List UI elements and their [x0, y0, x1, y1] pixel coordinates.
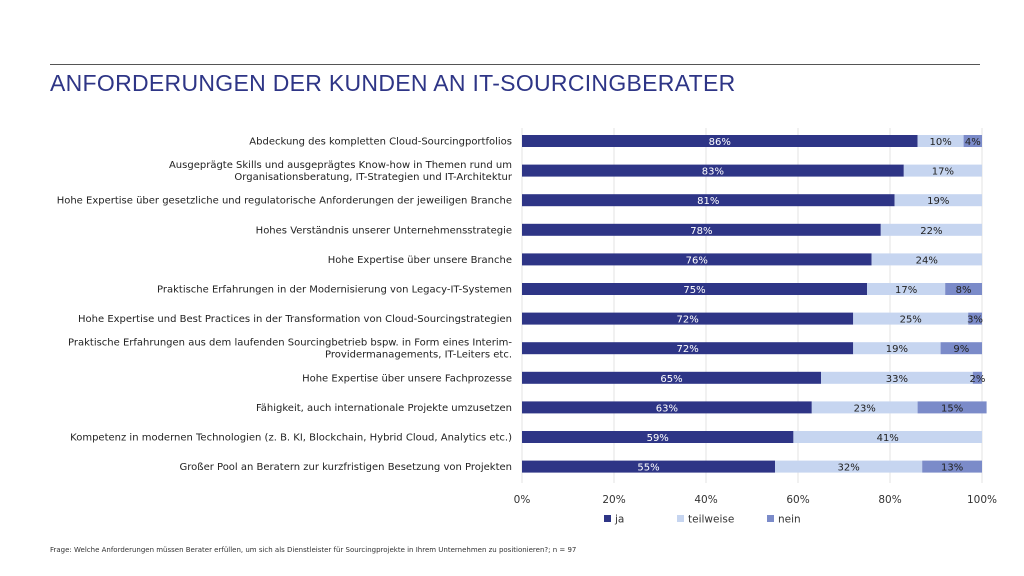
- data-label: 17%: [932, 167, 954, 178]
- category-label: Hohe Expertise und Best Practices in der…: [78, 314, 512, 325]
- bar-segment-teilweise: [880, 223, 982, 236]
- category-label: Hohe Expertise über unsere Branche: [328, 255, 512, 266]
- x-tick-label: 100%: [967, 494, 997, 506]
- category-label: Großer Pool an Beratern zur kurzfristige…: [180, 462, 512, 473]
- data-label: 19%: [927, 196, 949, 207]
- category-label: Hohe Expertise über gesetzliche und regu…: [57, 196, 512, 207]
- bar-segment-teilweise: [867, 283, 946, 295]
- bar-segment-teilweise: [903, 164, 982, 177]
- data-label: 10%: [929, 137, 951, 148]
- legend-label: teilweise: [688, 514, 734, 526]
- legend-label: nein: [778, 514, 801, 526]
- x-tick-label: 40%: [694, 494, 717, 506]
- category-label: Abdeckung des kompletten Cloud-Sourcingp…: [249, 137, 512, 148]
- bar-segment-nein: [972, 371, 982, 384]
- x-tick-label: 0%: [514, 494, 531, 506]
- x-tick-label: 20%: [602, 494, 625, 506]
- data-label: 25%: [900, 315, 922, 326]
- data-label: 81%: [697, 196, 719, 207]
- bar-segment-nein: [922, 460, 982, 473]
- bar-segment-teilweise: [853, 312, 969, 325]
- data-label: 13%: [941, 463, 963, 474]
- bar-segment-teilweise: [871, 253, 982, 266]
- legend-swatch-teilweise: [677, 515, 684, 522]
- bar-segment-nein: [963, 135, 982, 147]
- data-label: 8%: [956, 285, 972, 296]
- category-label: Hohe Expertise über unsere Fachprozesse: [302, 373, 512, 384]
- bar-segment-teilweise: [811, 401, 918, 414]
- data-label: 75%: [683, 285, 705, 296]
- bar-segment-ja: [522, 460, 775, 473]
- bar-segment-teilweise: [793, 431, 982, 443]
- bar-segment-teilweise: [853, 342, 941, 355]
- data-label: 72%: [676, 344, 698, 355]
- category-label: Organisationsberatung, IT-Strategien und…: [234, 172, 512, 183]
- bar-segment-teilweise: [917, 135, 964, 147]
- data-label: 78%: [690, 226, 712, 237]
- data-label: 33%: [886, 374, 908, 385]
- bar-segment-ja: [522, 164, 904, 177]
- data-label: 24%: [916, 255, 938, 266]
- category-label: Providermanagements, IT-Leiters etc.: [325, 350, 512, 361]
- data-label: 9%: [953, 344, 969, 355]
- title-divider: [50, 64, 980, 65]
- bar-segment-nein: [968, 312, 982, 325]
- bar-segment-ja: [522, 253, 872, 266]
- data-label: 3%: [967, 315, 983, 326]
- bar-segment-teilweise: [821, 371, 973, 384]
- bar-segment-nein: [917, 401, 987, 414]
- category-label: Hohes Verständnis unserer Unternehmensst…: [256, 225, 512, 236]
- x-tick-label: 80%: [878, 494, 901, 506]
- data-label: 72%: [676, 315, 698, 326]
- data-label: 2%: [969, 374, 985, 385]
- x-tick-label: 60%: [786, 494, 809, 506]
- bar-segment-ja: [522, 194, 895, 207]
- data-label: 32%: [837, 463, 859, 474]
- bar-segment-teilweise: [775, 460, 923, 473]
- category-label: Praktische Erfahrungen aus dem laufenden…: [68, 338, 512, 349]
- data-label: 17%: [895, 285, 917, 296]
- data-label: 76%: [686, 255, 708, 266]
- data-label: 59%: [647, 433, 669, 444]
- bar-segment-ja: [522, 135, 918, 147]
- legend-swatch-nein: [767, 515, 774, 522]
- footnote: Frage: Welche Anforderungen müssen Berat…: [50, 546, 577, 554]
- bar-segment-ja: [522, 223, 881, 236]
- data-label: 55%: [637, 463, 659, 474]
- bar-segment-nein: [940, 342, 982, 355]
- category-label: Kompetenz in modernen Technologien (z. B…: [70, 433, 512, 444]
- bar-segment-nein: [945, 283, 982, 295]
- data-label: 23%: [854, 403, 876, 414]
- data-label: 41%: [877, 433, 899, 444]
- bar-segment-ja: [522, 283, 867, 295]
- data-label: 65%: [660, 374, 682, 385]
- data-label: 15%: [941, 403, 963, 414]
- category-label: Praktische Erfahrungen in der Modernisie…: [157, 285, 512, 296]
- bar-segment-ja: [522, 342, 854, 355]
- data-label: 22%: [920, 226, 942, 237]
- bar-segment-ja: [522, 371, 821, 384]
- data-label: 86%: [709, 137, 731, 148]
- bar-segment-ja: [522, 431, 794, 443]
- bar-segment-ja: [522, 401, 812, 414]
- page-title: ANFORDERUNGEN DER KUNDEN AN IT-SOURCINGB…: [50, 70, 736, 96]
- bar-segment-ja: [522, 312, 854, 325]
- category-label: Fähigkeit, auch internationale Projekte …: [256, 403, 512, 414]
- data-label: 63%: [656, 403, 678, 414]
- data-label: 4%: [965, 137, 981, 148]
- category-label: Ausgeprägte Skills und ausgeprägtes Know…: [169, 160, 512, 171]
- data-label: 19%: [886, 344, 908, 355]
- data-label: 83%: [702, 167, 724, 178]
- legend-label: ja: [614, 514, 624, 526]
- bar-segment-teilweise: [894, 194, 982, 207]
- legend-swatch-ja: [604, 515, 611, 522]
